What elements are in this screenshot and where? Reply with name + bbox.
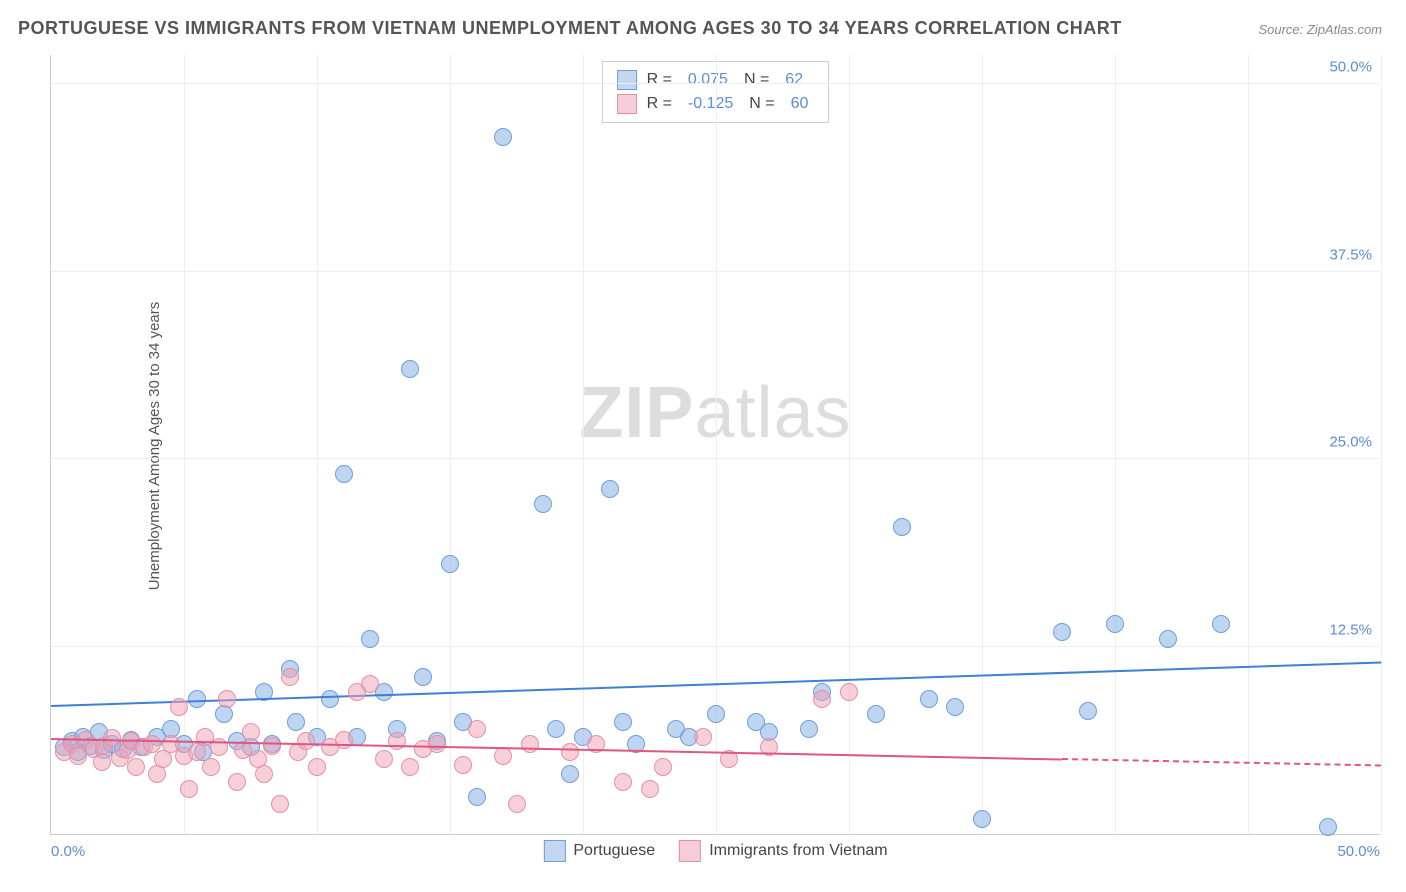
legend-swatch [679,840,701,862]
scatter-point [281,668,299,686]
scatter-point [263,737,281,755]
scatter-point [1212,615,1230,633]
scatter-point [494,128,512,146]
scatter-point [468,720,486,738]
scatter-point [103,729,121,747]
scatter-point [361,675,379,693]
scatter-point [93,753,111,771]
scatter-point [973,810,991,828]
scatter-point [561,765,579,783]
scatter-point [614,713,632,731]
n-value: 60 [785,92,815,116]
series-legend: Portuguese Immigrants from Vietnam [543,840,887,862]
scatter-point [361,630,379,648]
gridline-vertical [1115,55,1116,834]
scatter-point [428,735,446,753]
scatter-point [534,495,552,513]
scatter-point [127,758,145,776]
scatter-point [1053,623,1071,641]
r-value: -0.125 [682,92,739,116]
scatter-point [494,747,512,765]
scatter-point [1159,630,1177,648]
scatter-point [468,788,486,806]
legend-label: Portuguese [573,842,655,859]
source-attribution: Source: ZipAtlas.com [1258,22,1382,37]
scatter-point [454,756,472,774]
scatter-point [813,690,831,708]
scatter-point [601,480,619,498]
scatter-point [694,728,712,746]
legend-swatch [617,94,637,114]
r-label: R = [647,68,672,92]
scatter-point [170,698,188,716]
x-axis-max-label: 50.0% [1337,843,1380,860]
scatter-point [401,360,419,378]
scatter-point [1079,702,1097,720]
scatter-point [1106,615,1124,633]
scatter-point [893,518,911,536]
scatter-point [654,758,672,776]
gridline-vertical [317,55,318,834]
trend-line [1062,758,1381,766]
gridline-vertical [982,55,983,834]
scatter-point [840,683,858,701]
scatter-point [308,758,326,776]
scatter-point [614,773,632,791]
scatter-point [946,698,964,716]
gridline-vertical [583,55,584,834]
scatter-point [297,732,315,750]
n-label: N = [744,68,769,92]
scatter-point [707,705,725,723]
scatter-point [388,732,406,750]
scatter-point [1319,818,1337,836]
scatter-point [521,735,539,753]
scatter-point [202,758,220,776]
legend-label: Immigrants from Vietnam [709,842,887,859]
gridline-vertical [1248,55,1249,834]
scatter-point [218,690,236,708]
legend-item: Portuguese [543,840,655,862]
scatter-point [641,780,659,798]
scatter-point [441,555,459,573]
scatter-point [242,723,260,741]
scatter-point [401,758,419,776]
y-tick-label: 12.5% [1329,621,1372,638]
scatter-point [180,780,198,798]
y-tick-label: 50.0% [1329,59,1372,76]
scatter-point [508,795,526,813]
y-tick-label: 25.0% [1329,434,1372,451]
gridline-vertical [450,55,451,834]
n-label: N = [749,92,774,116]
scatter-point [255,765,273,783]
n-value: 62 [779,68,809,92]
gridline-vertical [849,55,850,834]
r-value: 0.075 [682,68,734,92]
scatter-point [321,690,339,708]
scatter-point [561,743,579,761]
scatter-point [547,720,565,738]
legend-item: Immigrants from Vietnam [679,840,887,862]
gridline-vertical [184,55,185,834]
scatter-point [920,690,938,708]
scatter-point [375,750,393,768]
scatter-point [335,465,353,483]
chart-plot-area: ZIPatlas 0.0% 50.0% R =0.075N =62R =-0.1… [50,55,1380,835]
scatter-point [228,773,246,791]
x-axis-min-label: 0.0% [51,843,85,860]
scatter-point [287,713,305,731]
gridline-vertical [1381,55,1382,834]
r-label: R = [647,92,672,116]
scatter-point [414,668,432,686]
y-tick-label: 37.5% [1329,246,1372,263]
legend-swatch [543,840,565,862]
chart-title: PORTUGUESE VS IMMIGRANTS FROM VIETNAM UN… [18,18,1122,39]
scatter-point [800,720,818,738]
scatter-point [271,795,289,813]
legend-swatch [617,70,637,90]
scatter-point [867,705,885,723]
